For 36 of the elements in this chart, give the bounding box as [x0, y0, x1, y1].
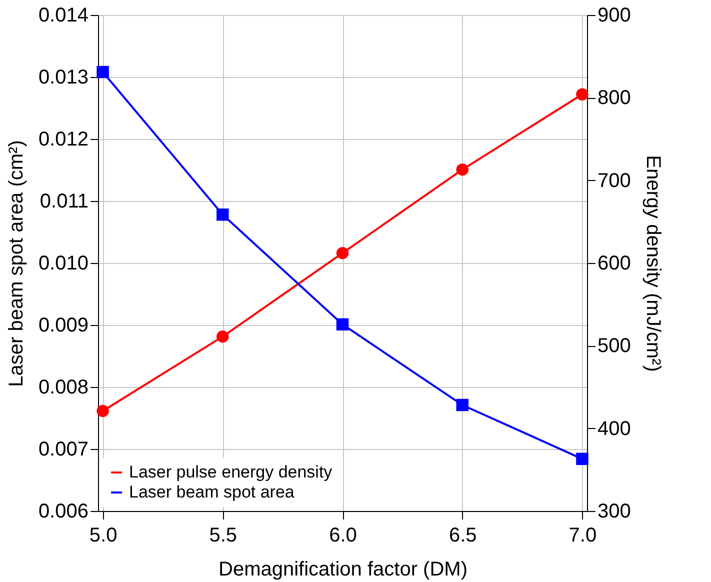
y2-tick-label: 300	[598, 500, 631, 522]
point	[336, 318, 349, 331]
x-tick-label: 6.5	[448, 524, 477, 546]
legend-label: Laser pulse energy density	[129, 462, 333, 482]
point	[96, 404, 109, 418]
x-tick-label: 5.0	[89, 524, 118, 546]
y-tick-label: 0.013	[38, 66, 88, 88]
y2-tick-label: 400	[598, 418, 631, 440]
y-tick-label: 0.012	[38, 128, 88, 150]
y-tick-label: 0.011	[40, 190, 88, 212]
y2-axis-title: Energy density (mJ/cm²)	[642, 155, 664, 372]
x-tick-label: 5.5	[209, 524, 238, 546]
y2-tick-label: 700	[598, 170, 631, 192]
y2-tick-label: 600	[598, 252, 631, 274]
y2-tick-label: 500	[598, 335, 631, 358]
point	[576, 452, 588, 466]
y-tick-label: 0.010	[38, 252, 88, 274]
y2-tick-label: 800	[598, 87, 631, 110]
point	[456, 163, 468, 176]
y2-tick-label: 900	[598, 4, 631, 26]
point	[96, 66, 109, 78]
x-axis-title: Demagnification factor (DM)	[218, 558, 468, 580]
point	[216, 208, 229, 221]
point	[576, 88, 588, 100]
point	[336, 246, 349, 260]
x-tick-label: 6.0	[329, 524, 357, 546]
y-tick-label: 0.007	[38, 438, 88, 460]
point	[456, 398, 468, 412]
legend-label: Laser beam spot area	[129, 482, 295, 502]
y-tick-label: 0.009	[38, 314, 88, 336]
x-tick-label: 7.0	[568, 524, 597, 546]
y-tick-label: 0.008	[38, 376, 88, 398]
y-axis-title: Laser beam spot area (cm²)	[5, 140, 28, 387]
y-tick-label: 0.006	[38, 500, 88, 522]
point	[216, 330, 229, 343]
y-tick-label: 0.014	[38, 4, 88, 26]
